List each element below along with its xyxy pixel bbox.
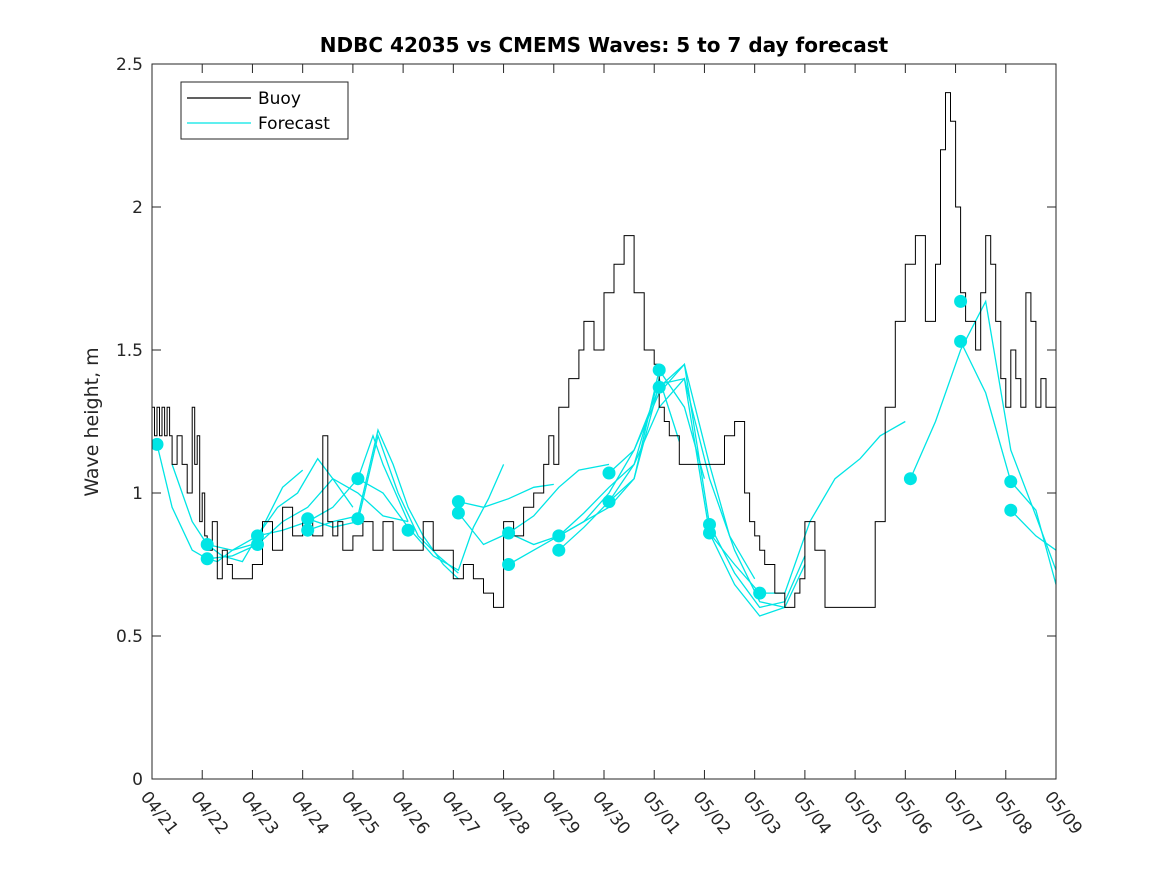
forecast-marker-12 xyxy=(451,506,465,520)
y-tick-label-1: 0.5 xyxy=(116,627,143,647)
legend-box xyxy=(180,81,349,140)
plot-lines xyxy=(152,92,1056,617)
forecast-marker-14 xyxy=(502,558,516,571)
x-tick-label-10: 05/01 xyxy=(638,788,684,839)
forecast-marker-10 xyxy=(401,523,415,537)
x-tick-label-14: 05/05 xyxy=(839,788,885,839)
x-tick-label-6: 04/27 xyxy=(437,788,483,839)
forecast-line-5 xyxy=(257,433,409,537)
x-tick-label-2: 04/23 xyxy=(237,788,283,839)
plot-frame xyxy=(151,63,1057,780)
y-axis-label: Wave height, m xyxy=(81,347,103,496)
forecast-line-4 xyxy=(207,477,409,560)
forecast-marker-3 xyxy=(200,552,214,566)
x-tick-label-17: 05/08 xyxy=(990,788,1036,839)
x-tick-label-13: 05/04 xyxy=(789,788,835,839)
forecast-line-9 xyxy=(458,483,554,508)
x-tick-label-9: 04/30 xyxy=(588,788,634,839)
forecast-line-6 xyxy=(307,428,459,580)
forecast-line-11 xyxy=(508,376,680,546)
y-tick-label-2: 1 xyxy=(132,484,143,504)
x-tick-label-4: 04/25 xyxy=(337,788,383,839)
x-tick-label-5: 04/26 xyxy=(387,788,433,839)
y-tick-label-0: 0 xyxy=(132,770,143,790)
forecast-marker-28 xyxy=(1004,503,1018,517)
forecast-marker-24 xyxy=(903,472,917,486)
forecast-marker-6 xyxy=(301,512,315,526)
forecast-marker-22 xyxy=(703,526,716,540)
forecast-line-10 xyxy=(457,463,610,546)
forecast-line-20 xyxy=(1010,509,1056,551)
forecast-line-16 xyxy=(608,377,806,617)
x-tick-label-12: 05/03 xyxy=(739,788,785,839)
x-tick-label-0: 04/21 xyxy=(136,788,182,839)
forecast-line-8 xyxy=(357,464,505,572)
x-tick-label-16: 05/07 xyxy=(940,788,986,839)
forecast-marker-23 xyxy=(753,586,767,600)
forecast-marker-2 xyxy=(200,538,214,551)
legend: Buoy Forecast xyxy=(180,81,349,140)
forecast-line-19 xyxy=(960,341,1056,585)
x-tick-label-1: 04/22 xyxy=(186,788,232,839)
forecast-line-13 xyxy=(558,363,756,580)
forecast-marker-5 xyxy=(251,538,264,551)
y-tick-label-3: 1.5 xyxy=(116,341,143,361)
x-tick-label-15: 05/06 xyxy=(889,788,935,839)
forecast-marker-20 xyxy=(652,380,666,394)
buoy-line xyxy=(152,92,1056,608)
forecast-marker-27 xyxy=(1004,475,1018,489)
x-tick-label-7: 04/28 xyxy=(488,788,534,839)
forecast-marker-15 xyxy=(552,529,566,543)
forecast-marker-18 xyxy=(602,495,616,509)
legend-label-2: Forecast xyxy=(258,114,330,134)
forecast-marker-25 xyxy=(954,294,968,308)
forecast-line-15 xyxy=(608,362,806,609)
forecast-marker-19 xyxy=(652,363,666,377)
x-tick-label-8: 04/29 xyxy=(538,788,584,839)
forecast-line-17 xyxy=(708,420,906,594)
forecast-line-14 xyxy=(558,377,785,609)
forecast-line-3 xyxy=(207,457,354,551)
y-tick-label-4: 2 xyxy=(132,198,143,218)
x-tick-label-18: 05/09 xyxy=(1040,788,1086,839)
forecast-marker-26 xyxy=(954,334,968,348)
x-tick-label-11: 05/02 xyxy=(689,788,735,839)
legend-label-1: Buoy xyxy=(258,89,301,109)
forecast-line-18 xyxy=(909,299,1056,571)
forecast-line-7 xyxy=(307,433,459,574)
forecast-line-2 xyxy=(171,464,304,563)
forecast-marker-8 xyxy=(351,472,365,486)
forecast-marker-7 xyxy=(301,523,315,537)
forecast-marker-11 xyxy=(451,495,465,509)
forecast-marker-1 xyxy=(152,437,164,451)
y-tick-label-5: 2.5 xyxy=(116,55,143,75)
forecast-marker-9 xyxy=(351,512,365,526)
forecast-marker-13 xyxy=(502,526,516,540)
forecast-marker-16 xyxy=(552,543,566,557)
x-tick-label-3: 04/24 xyxy=(287,788,333,839)
forecast-marker-17 xyxy=(602,466,616,480)
chart-title: NDBC 42035 vs CMEMS Waves: 5 to 7 day fo… xyxy=(320,33,889,57)
